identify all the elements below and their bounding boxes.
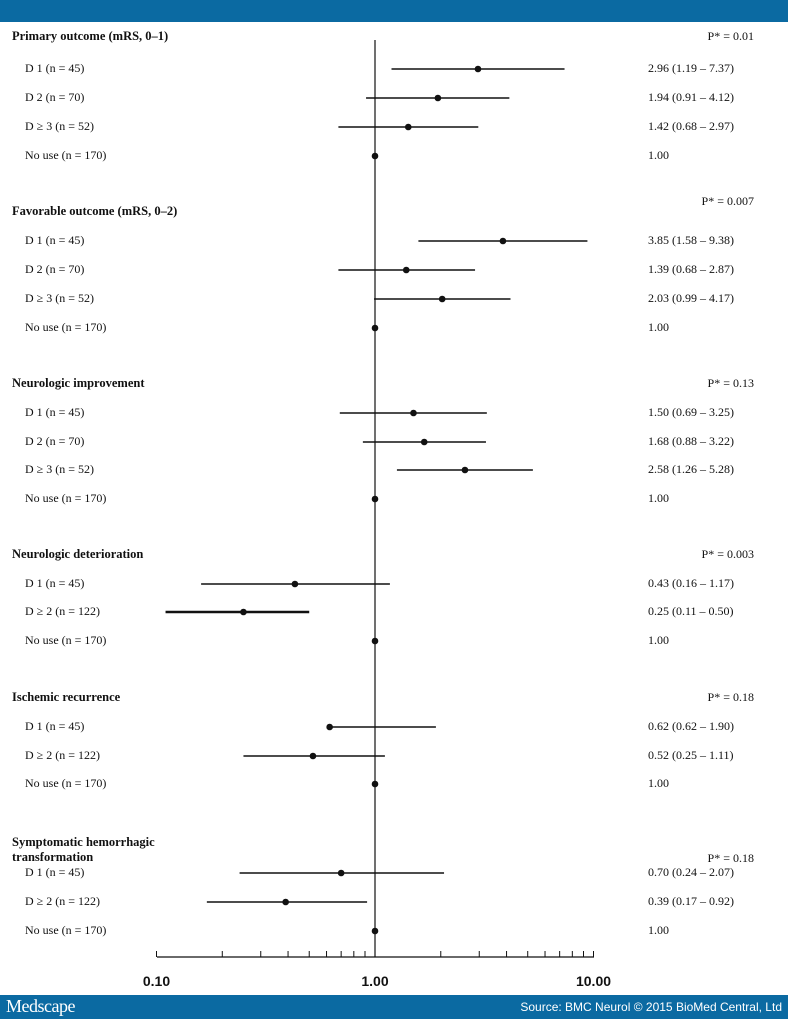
group-p-value: P* = 0.18 (707, 851, 754, 865)
source-credit: Source: BMC Neurol © 2015 BioMed Central… (520, 1000, 782, 1014)
odds-ratio-point (461, 466, 469, 474)
group-title: Favorable outcome (mRS, 0–2) (12, 204, 178, 218)
odds-ratio-point (434, 94, 442, 102)
group-title: Neurologic deterioration (12, 547, 144, 561)
footer-bar: Medscape Source: BMC Neurol © 2015 BioMe… (0, 995, 788, 1019)
odds-ratio-point (371, 495, 379, 503)
odds-ratio-point (326, 723, 333, 731)
odds-ratio-text: 2.58 (1.26 – 5.28) (648, 462, 734, 476)
row-label: No use (n = 170) (25, 491, 107, 505)
group-p-value: P* = 0.01 (707, 29, 754, 43)
odds-ratio-point (282, 898, 289, 906)
odds-ratio-text: 1.39 (0.68 – 2.87) (648, 262, 734, 276)
row-label: D 1 (n = 45) (25, 233, 85, 247)
x-tick-label: 0.10 (142, 973, 171, 989)
row-label: D ≥ 3 (n = 52) (25, 119, 95, 133)
odds-ratio-text: 0.62 (0.62 – 1.90) (648, 719, 734, 733)
odds-ratio-point (371, 637, 379, 645)
odds-ratio-point (474, 65, 482, 73)
group-title: Neurologic improvement (12, 376, 145, 390)
odds-ratio-text: 0.52 (0.25 – 1.11) (648, 748, 734, 762)
odds-ratio-text: 1.68 (0.88 – 3.22) (648, 434, 734, 448)
odds-ratio-point (402, 266, 410, 274)
odds-ratio-text: 2.96 (1.19 – 7.37) (648, 61, 734, 75)
row-label: No use (n = 170) (25, 633, 107, 647)
odds-ratio-text: 1.00 (648, 776, 669, 790)
x-tick-label: 10.00 (575, 973, 612, 989)
odds-ratio-point (291, 580, 299, 588)
odds-ratio-point (371, 927, 379, 935)
row-label: D 2 (n = 70) (25, 90, 85, 104)
odds-ratio-text: 0.39 (0.17 – 0.92) (648, 894, 734, 908)
top-banner (0, 0, 788, 22)
group-title: Primary outcome (mRS, 0–1) (12, 29, 169, 43)
odds-ratio-point (371, 780, 379, 788)
row-label: D ≥ 2 (n = 122) (25, 894, 101, 908)
x-tick-label: 1.00 (361, 973, 389, 989)
odds-ratio-text: 1.94 (0.91 – 4.12) (648, 90, 734, 104)
odds-ratio-text: 2.03 (0.99 – 4.17) (648, 291, 734, 305)
row-label: D 2 (n = 70) (25, 262, 85, 276)
row-label: No use (n = 170) (25, 320, 107, 334)
odds-ratio-text: 1.42 (0.68 – 2.97) (648, 119, 734, 133)
odds-ratio-text: 0.70 (0.24 – 2.07) (648, 865, 734, 879)
row-label: D 2 (n = 70) (25, 434, 85, 448)
odds-ratio-point (420, 438, 428, 446)
row-label: D ≥ 2 (n = 122) (25, 748, 101, 762)
row-label: D 1 (n = 45) (25, 719, 85, 733)
odds-ratio-text: 0.25 (0.11 – 0.50) (648, 604, 734, 618)
group-title: Symptomatic hemorrhagic transformation (12, 835, 155, 864)
odds-ratio-point (371, 324, 379, 332)
odds-ratio-text: 1.00 (648, 491, 669, 505)
medscape-logo[interactable]: Medscape (6, 996, 75, 1016)
row-label: D 1 (n = 45) (25, 576, 85, 590)
odds-ratio-point (309, 752, 317, 760)
row-label: D ≥ 2 (n = 122) (25, 604, 101, 618)
odds-ratio-point (438, 295, 446, 303)
row-label: No use (n = 170) (25, 923, 107, 937)
odds-ratio-text: 1.00 (648, 633, 669, 647)
group-p-value: P* = 0.13 (707, 376, 754, 390)
odds-ratio-text: 3.85 (1.58 – 9.38) (648, 233, 734, 247)
group-title: Ischemic recurrence (12, 690, 121, 704)
odds-ratio-text: 1.50 (0.69 – 3.25) (648, 405, 734, 419)
odds-ratio-text: 1.00 (648, 148, 669, 162)
odds-ratio-point (240, 608, 247, 616)
row-label: D 1 (n = 45) (25, 865, 85, 879)
row-label: D ≥ 3 (n = 52) (25, 462, 95, 476)
row-label: No use (n = 170) (25, 148, 107, 162)
row-label: D ≥ 3 (n = 52) (25, 291, 95, 305)
odds-ratio-point (404, 123, 412, 131)
group-p-value: P* = 0.003 (701, 547, 754, 561)
group-p-value: P* = 0.18 (707, 690, 754, 704)
odds-ratio-point (410, 409, 417, 417)
odds-ratio-point (499, 237, 507, 245)
odds-ratio-text: 1.00 (648, 923, 669, 937)
row-label: No use (n = 170) (25, 776, 107, 790)
odds-ratio-point (371, 152, 379, 160)
group-p-value: P* = 0.007 (701, 194, 754, 208)
odds-ratio-text: 1.00 (648, 320, 669, 334)
odds-ratio-text: 0.43 (0.16 – 1.17) (648, 576, 734, 590)
row-label: D 1 (n = 45) (25, 61, 85, 75)
odds-ratio-point (337, 869, 345, 877)
row-label: D 1 (n = 45) (25, 405, 85, 419)
